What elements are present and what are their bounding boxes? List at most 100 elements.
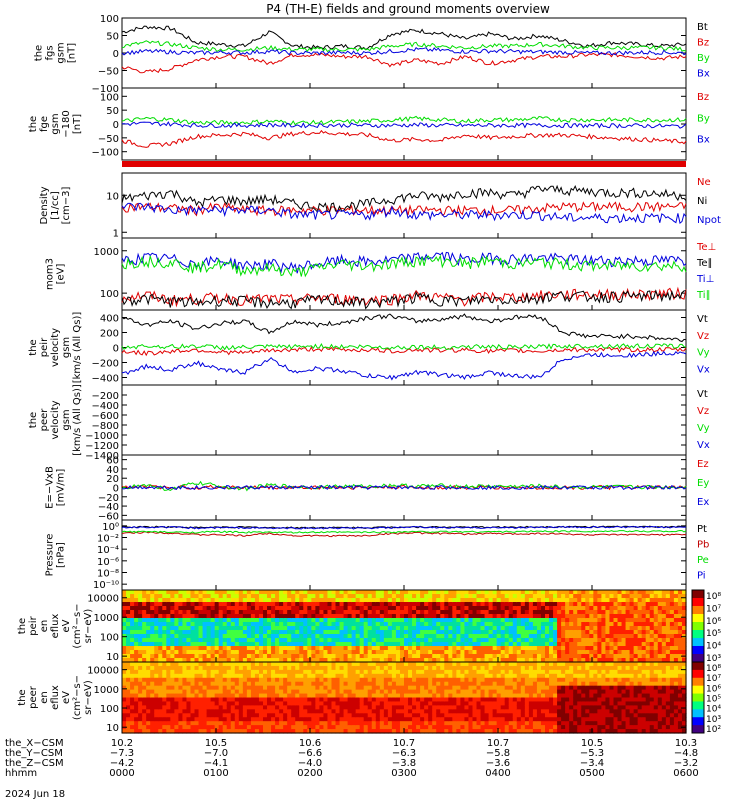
spectrogram-cell <box>263 614 268 619</box>
spectrogram-cell <box>553 697 558 703</box>
spectrogram-cell <box>573 701 578 706</box>
spectrogram-cell <box>391 685 397 691</box>
spectrogram-cell <box>557 654 562 659</box>
spectrogram-cell <box>645 602 651 607</box>
spectrogram-cell <box>246 725 252 730</box>
spectrogram-cell <box>456 622 461 627</box>
spectrogram-cell <box>339 646 345 651</box>
spectrogram-cell <box>460 697 466 703</box>
spectrogram-cell <box>182 622 188 627</box>
spectrogram-cell <box>528 673 534 679</box>
spectrogram-cell <box>488 642 494 647</box>
spectrogram-cell <box>210 618 216 623</box>
spectrogram-cell <box>391 665 397 671</box>
spectrogram-cell <box>468 721 474 726</box>
spectrogram-cell <box>617 642 623 647</box>
spectrogram-cell <box>283 638 288 643</box>
spectrogram-cell <box>391 598 397 603</box>
spectrogram-cell <box>484 618 490 623</box>
spectrogram-cell <box>536 638 542 643</box>
spectrogram-cell <box>424 721 429 726</box>
spectrogram-cell <box>359 646 365 651</box>
spectrogram-cell <box>323 721 329 726</box>
spectrogram-cell <box>307 709 312 714</box>
spectrogram-cell <box>134 598 139 603</box>
spectrogram-cell <box>484 658 490 663</box>
spectrogram-cell <box>182 689 188 695</box>
spectrogram-cell <box>230 662 236 667</box>
spectrogram-cell <box>569 673 574 679</box>
spectrogram-cell <box>258 681 264 687</box>
spectrogram-cell <box>387 646 393 651</box>
spectrogram-cell <box>553 721 558 726</box>
spectrogram-cell <box>601 713 607 718</box>
panel-frame <box>121 237 687 311</box>
spectrogram-cell <box>540 677 546 683</box>
spectrogram-cell <box>432 602 437 607</box>
spectrogram-cell <box>512 630 518 635</box>
spectrogram-cell <box>234 669 240 675</box>
spectrogram-cell <box>504 590 510 595</box>
spectrogram-cell <box>186 606 192 611</box>
spectrogram-cell <box>367 606 373 611</box>
spectrogram-cell <box>295 673 300 679</box>
spectrogram-cell <box>468 669 474 675</box>
spectrogram-cell <box>472 721 478 726</box>
spectrogram-cell <box>226 729 232 734</box>
spectrogram-cell <box>174 669 179 675</box>
spectrogram-cell <box>500 602 506 607</box>
spectrogram-cell <box>230 594 236 599</box>
spectrogram-cell <box>553 594 558 599</box>
spectrogram-cell <box>267 693 272 699</box>
spectrogram-cell <box>424 693 429 699</box>
spectrogram-cell <box>597 606 602 611</box>
spectrogram-cell <box>452 654 457 659</box>
spectrogram-cell <box>146 594 151 599</box>
spectrogram-cell <box>138 717 143 722</box>
spectrogram-cell <box>166 681 171 687</box>
spectrogram-cell <box>476 658 482 663</box>
spectrogram-cell <box>347 634 353 639</box>
spectrogram-cell <box>202 665 208 671</box>
spectrogram-cell <box>279 689 284 695</box>
spectrogram-cell <box>581 598 586 603</box>
spectrogram-cell <box>593 721 598 726</box>
spectrogram-cell <box>428 598 433 603</box>
spectrogram-cell <box>428 594 433 599</box>
spectrogram-cell <box>448 673 453 679</box>
spectrogram-cell <box>299 673 304 679</box>
spectrogram-cell <box>399 598 405 603</box>
spectrogram-cell <box>404 713 409 718</box>
spectrogram-cell <box>250 594 256 599</box>
spectrogram-cell <box>383 685 389 691</box>
spectrogram-cell <box>412 673 417 679</box>
spectrogram-cell <box>359 685 365 691</box>
spectrogram-cell <box>472 709 478 714</box>
spectrogram-cell <box>681 590 687 595</box>
spectrogram-cell <box>468 685 474 691</box>
spectrogram-cell <box>242 610 248 615</box>
spectrogram-cell <box>480 638 486 643</box>
spectrogram-cell <box>452 590 457 595</box>
spectrogram-cell <box>190 594 196 599</box>
spectrogram-cell <box>343 602 349 607</box>
spectrogram-cell <box>416 697 421 703</box>
spectrogram-cell <box>657 658 663 663</box>
spectrogram-cell <box>561 693 566 699</box>
spectrogram-cell <box>311 705 316 710</box>
spectrogram-cell <box>307 642 312 647</box>
spectrogram-cell <box>134 610 139 615</box>
spectrogram-cell <box>669 618 675 623</box>
spectrogram-cell <box>379 729 385 734</box>
spectrogram-cell <box>331 713 337 718</box>
spectrogram-cell <box>343 673 349 679</box>
spectrogram-cell <box>158 622 163 627</box>
spectrogram-cell <box>581 602 586 607</box>
spectrogram-cell <box>480 602 486 607</box>
spectrogram-cell <box>641 654 647 659</box>
spectrogram-cell <box>677 650 683 655</box>
spectrogram-cell <box>665 594 671 599</box>
spectrogram-cell <box>573 673 578 679</box>
spectrogram-cell <box>307 590 312 595</box>
spectrogram-cell <box>524 713 530 718</box>
